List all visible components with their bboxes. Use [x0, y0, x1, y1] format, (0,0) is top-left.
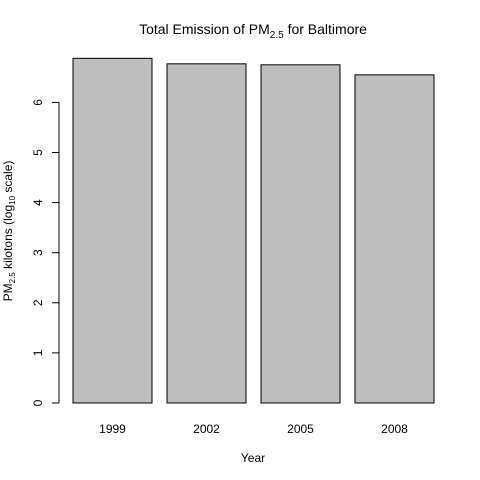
y-axis: 0 1 2 3 4 5 6 — [31, 99, 60, 406]
y-tick-label-6: 6 — [31, 99, 45, 106]
x-axis-label: Year — [241, 451, 265, 465]
y-tick-label-0: 0 — [31, 399, 45, 406]
bar-1999 — [72, 57, 153, 404]
y-tick-label-1: 1 — [31, 349, 45, 356]
bar-2002 — [166, 63, 247, 404]
bars-group — [72, 57, 435, 404]
x-tick-label-2005: 2005 — [287, 422, 314, 436]
y-tick-label-2: 2 — [31, 299, 45, 306]
bar-2005 — [260, 64, 341, 404]
x-tick-labels: 1999 2002 2005 2008 — [99, 422, 408, 436]
chart-title: Total Emission of PM2.5 for Baltimore — [139, 21, 367, 41]
bar-2008 — [354, 74, 435, 404]
y-axis-label: PM2.5 kilotons (log10 scale) — [1, 161, 17, 302]
y-tick-label-5: 5 — [31, 149, 45, 156]
x-tick-label-2002: 2002 — [193, 422, 220, 436]
y-tick-label-4: 4 — [31, 199, 45, 206]
y-tick-label-3: 3 — [31, 249, 45, 256]
x-tick-label-1999: 1999 — [99, 422, 126, 436]
x-tick-label-2008: 2008 — [381, 422, 408, 436]
